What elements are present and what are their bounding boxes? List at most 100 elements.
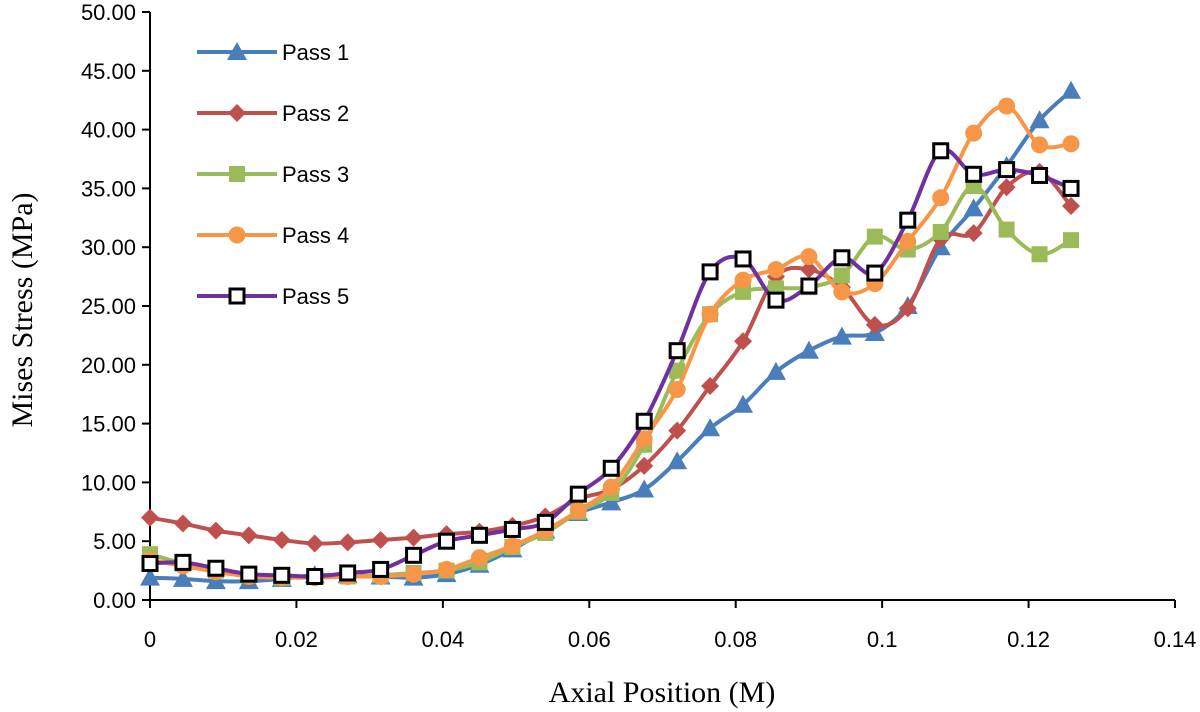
data-point bbox=[866, 264, 884, 282]
data-point bbox=[767, 291, 785, 309]
data-point bbox=[700, 418, 721, 437]
data-point bbox=[1031, 166, 1049, 184]
data-point bbox=[932, 189, 950, 207]
data-point bbox=[668, 342, 686, 360]
data-point bbox=[601, 492, 622, 511]
data-point bbox=[701, 263, 719, 281]
data-point bbox=[668, 421, 687, 440]
data-point bbox=[1062, 135, 1080, 153]
y-tick-label: 40.00 bbox=[81, 118, 136, 143]
data-point bbox=[503, 520, 521, 538]
data-point bbox=[998, 221, 1015, 238]
y-axis-ticks: 0.00 5.00 10.00 15.00 20.00 25.00 30.00 35.00 40… bbox=[81, 0, 150, 613]
series-pass-5 bbox=[141, 142, 1080, 585]
data-point bbox=[272, 531, 291, 550]
data-point bbox=[470, 526, 488, 544]
legend-marker bbox=[228, 287, 246, 305]
data-point bbox=[569, 502, 587, 520]
data-point bbox=[997, 178, 1016, 197]
data-point bbox=[669, 362, 686, 379]
y-tick-label: 15.00 bbox=[81, 412, 136, 437]
data-point bbox=[1063, 232, 1080, 249]
x-tick-label: 0.08 bbox=[714, 627, 757, 652]
x-axis-ticks: 0 0.02 0.04 0.06 0.08 0.1 0.12 0.14 bbox=[144, 600, 1197, 652]
data-point bbox=[405, 546, 423, 564]
data-point bbox=[833, 267, 850, 284]
y-tick-label: 35.00 bbox=[81, 176, 136, 201]
data-point bbox=[1031, 246, 1048, 263]
data-point bbox=[833, 249, 851, 267]
data-point bbox=[800, 277, 818, 295]
data-point bbox=[765, 361, 786, 380]
data-point bbox=[141, 555, 159, 573]
data-point bbox=[833, 283, 851, 301]
data-point bbox=[734, 332, 753, 351]
data-point bbox=[339, 564, 357, 582]
x-tick-label: 0.1 bbox=[867, 627, 898, 652]
legend: Pass 1 Pass 2 Pass 3 Pass 4 Pass 5 bbox=[197, 40, 349, 309]
data-point bbox=[998, 97, 1016, 115]
data-point bbox=[438, 532, 456, 550]
legend-marker bbox=[229, 166, 245, 182]
data-point bbox=[239, 526, 258, 545]
data-point bbox=[767, 261, 785, 279]
data-point bbox=[1061, 80, 1082, 99]
legend-marker bbox=[228, 226, 246, 244]
data-point bbox=[305, 534, 324, 553]
x-tick-label: 0.06 bbox=[568, 627, 611, 652]
y-tick-label: 0.00 bbox=[93, 588, 136, 613]
data-point bbox=[207, 559, 225, 577]
data-point bbox=[405, 565, 423, 583]
data-point bbox=[569, 485, 587, 503]
data-point bbox=[932, 223, 949, 240]
data-point bbox=[998, 161, 1016, 179]
x-tick-label: 0.14 bbox=[1154, 627, 1197, 652]
data-point bbox=[1031, 136, 1049, 154]
y-axis-title: Mises Stress (MPa) bbox=[6, 192, 39, 427]
data-point bbox=[701, 376, 720, 395]
data-point bbox=[503, 537, 521, 555]
y-tick-label: 45.00 bbox=[81, 59, 136, 84]
data-point bbox=[831, 326, 852, 345]
legend-item: Pass 1 bbox=[197, 40, 349, 65]
data-point bbox=[733, 394, 754, 413]
x-axis-title: Axial Position (M) bbox=[549, 676, 776, 709]
data-point bbox=[734, 271, 752, 289]
data-point bbox=[372, 560, 390, 578]
data-point bbox=[798, 340, 819, 359]
data-point bbox=[173, 514, 192, 533]
y-tick-label: 5.00 bbox=[93, 529, 136, 554]
data-point bbox=[240, 565, 258, 583]
data-point bbox=[404, 528, 423, 547]
data-point bbox=[602, 478, 620, 496]
legend-item: Pass 3 bbox=[197, 162, 349, 187]
data-point bbox=[963, 198, 984, 217]
data-point bbox=[338, 533, 357, 552]
y-tick-label: 20.00 bbox=[81, 353, 136, 378]
legend-item: Pass 4 bbox=[197, 223, 349, 248]
data-point bbox=[141, 508, 159, 527]
data-point bbox=[899, 211, 917, 229]
data-point bbox=[1029, 110, 1050, 129]
data-point bbox=[172, 568, 193, 587]
data-point bbox=[866, 228, 883, 245]
data-point bbox=[1062, 179, 1080, 197]
data-point bbox=[799, 260, 818, 279]
x-tick-label: 0.02 bbox=[275, 627, 318, 652]
data-point bbox=[634, 479, 655, 498]
y-tick-label: 10.00 bbox=[81, 470, 136, 495]
data-point bbox=[965, 165, 983, 183]
data-point bbox=[735, 283, 752, 300]
legend-label: Pass 4 bbox=[282, 223, 349, 248]
data-point bbox=[667, 451, 688, 470]
x-tick-label: 0 bbox=[144, 627, 156, 652]
data-point bbox=[800, 248, 818, 266]
data-point bbox=[635, 456, 654, 475]
data-point bbox=[306, 567, 324, 585]
legend-label: Pass 1 bbox=[282, 40, 349, 65]
data-point bbox=[206, 521, 225, 540]
data-point bbox=[965, 124, 983, 142]
y-tick-label: 30.00 bbox=[81, 235, 136, 260]
data-point bbox=[734, 250, 752, 268]
